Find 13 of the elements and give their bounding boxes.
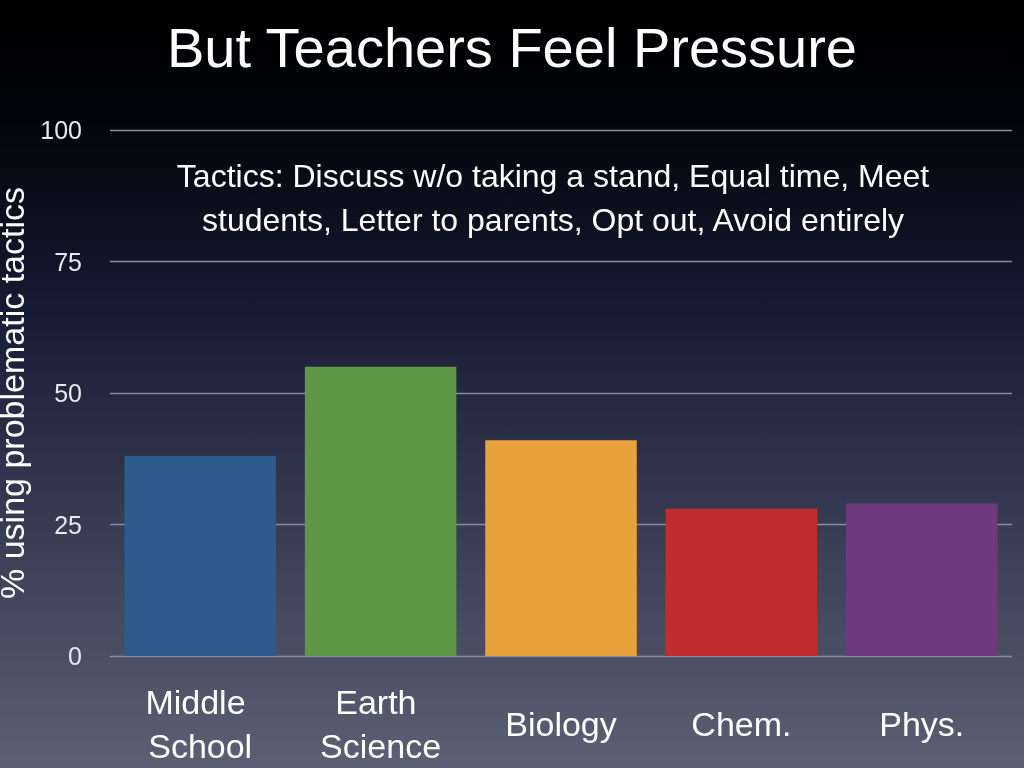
x-tick-label: Middle School (145, 683, 255, 765)
y-tick-label: 50 (54, 379, 82, 407)
x-tick-label: Phys. (879, 705, 965, 743)
x-tick-label: Earth Science (320, 683, 442, 765)
y-tick-label: 100 (40, 116, 82, 144)
x-tick-label: Biology (505, 705, 617, 743)
x-tick-label: Chem. (691, 705, 792, 743)
y-axis-title: % using problematic tactics (0, 187, 32, 599)
y-tick-label: 75 (54, 247, 82, 276)
y-tick-label: 25 (54, 510, 82, 539)
y-tick-label: 0 (68, 642, 82, 670)
annotation: Tactics: Discuss w/o taking a stand, Equal time, Meet students, Letter to parents, Opt out, Avoid entirely (176, 158, 930, 238)
chart-title: But Teachers Feel Pressure (167, 15, 857, 79)
